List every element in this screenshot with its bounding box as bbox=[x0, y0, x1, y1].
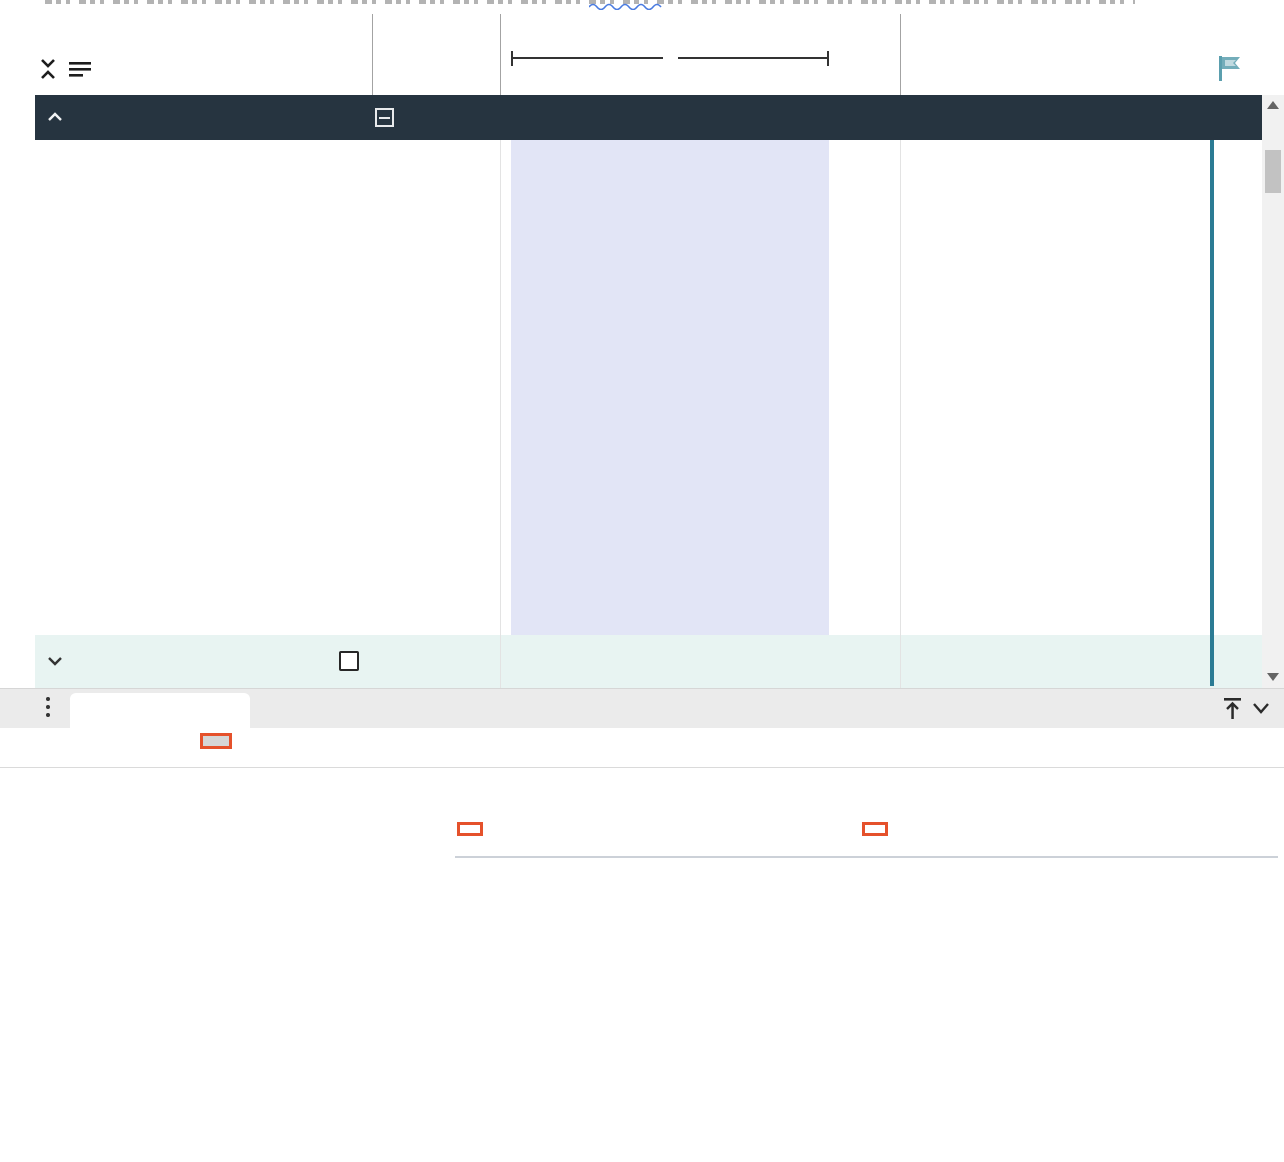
area-selection-overlay[interactable] bbox=[511, 140, 829, 635]
group-checkbox-unchecked[interactable] bbox=[339, 651, 359, 671]
wattson-group-header[interactable] bbox=[35, 95, 1262, 140]
totals-underline bbox=[455, 856, 1278, 858]
selection-duration-bracket bbox=[511, 50, 829, 66]
expand-panel-to-top-icon[interactable] bbox=[1222, 697, 1244, 721]
time-gridline bbox=[500, 140, 501, 688]
track-area bbox=[0, 95, 1284, 688]
area-selection-panel bbox=[0, 728, 1284, 1162]
ftrace-group-header[interactable] bbox=[35, 635, 1262, 688]
collapse-panel-chevron-down-icon[interactable] bbox=[1252, 702, 1270, 715]
group-checkbox-indeterminate[interactable] bbox=[375, 108, 394, 127]
divider bbox=[0, 767, 1284, 768]
selection-marker-line bbox=[1210, 140, 1214, 686]
header-tick-line bbox=[372, 14, 373, 95]
spellcheck-squiggle-icon bbox=[589, 3, 662, 10]
tab-current-selection[interactable] bbox=[70, 693, 250, 729]
chevron-down-icon[interactable] bbox=[46, 653, 64, 670]
scroll-up-arrow-icon[interactable] bbox=[1267, 101, 1279, 109]
tab-wattson-estimates[interactable] bbox=[200, 733, 232, 749]
viewport-offset-label bbox=[38, 12, 54, 27]
chevron-up-icon[interactable] bbox=[46, 109, 64, 126]
details-tab-bar bbox=[0, 688, 1284, 729]
kebab-menu-icon[interactable] bbox=[46, 697, 50, 721]
bracket-left-cap bbox=[511, 50, 513, 66]
scrollbar-thumb[interactable] bbox=[1265, 150, 1281, 193]
scroll-down-arrow-icon[interactable] bbox=[1267, 673, 1279, 681]
bracket-right-cap bbox=[827, 50, 829, 66]
time-gridline bbox=[900, 140, 901, 688]
collapse-tracks-icon[interactable] bbox=[38, 58, 58, 80]
total-power-value bbox=[457, 822, 483, 836]
track-filter-icon[interactable] bbox=[68, 62, 94, 78]
timeline-header bbox=[0, 0, 1284, 95]
header-tick-line bbox=[500, 14, 501, 95]
vertical-scrollbar[interactable] bbox=[1262, 95, 1284, 688]
flag-icon[interactable] bbox=[1216, 55, 1244, 82]
clipped-top-text bbox=[45, 0, 1135, 4]
total-energy-value bbox=[862, 822, 888, 836]
header-tick-line bbox=[900, 14, 901, 95]
